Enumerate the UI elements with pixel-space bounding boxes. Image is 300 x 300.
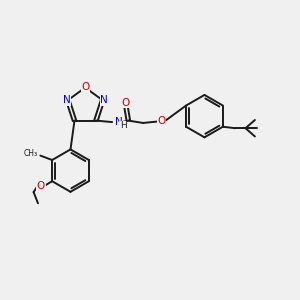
Text: O: O [122,98,130,108]
Text: O: O [158,116,166,126]
Text: O: O [37,181,45,191]
Text: N: N [100,95,108,105]
Text: O: O [81,82,89,92]
Text: CH₃: CH₃ [24,149,38,158]
Text: H: H [120,121,126,130]
Text: N: N [115,117,122,127]
Text: N: N [62,95,70,105]
